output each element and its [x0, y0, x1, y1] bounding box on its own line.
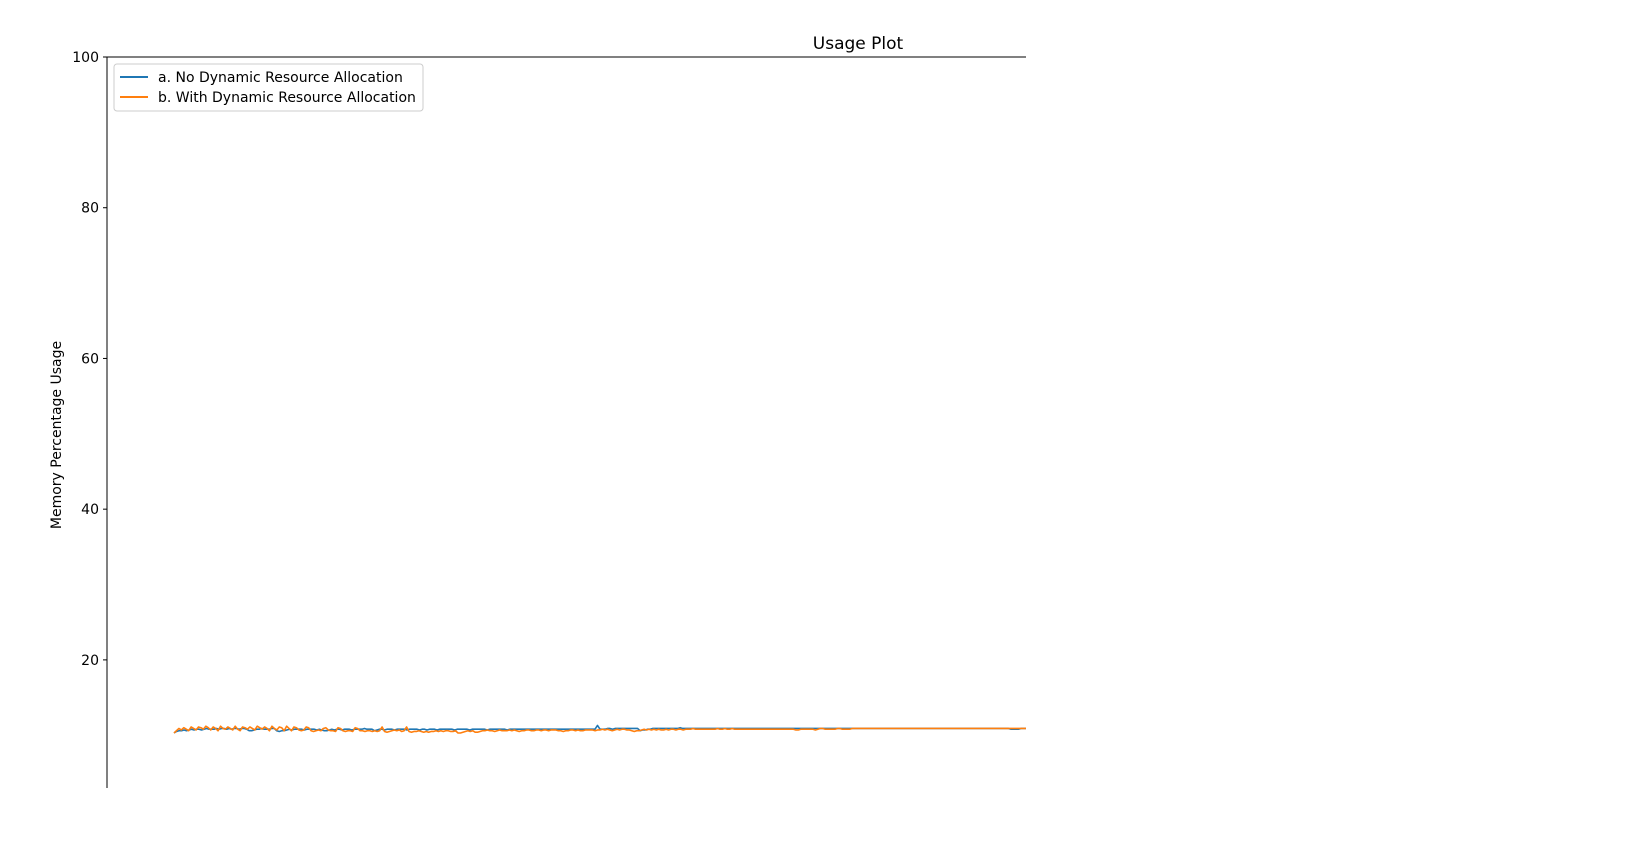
series-line-with-dynamic — [173, 725, 1026, 734]
y-tick-label: 80 — [81, 201, 99, 217]
plot-series — [173, 724, 1026, 734]
y-tick-label: 60 — [81, 351, 99, 367]
legend-label-b: b. With Dynamic Resource Allocation — [158, 90, 416, 106]
y-axis-ticks: 20 40 60 80 100 — [72, 50, 107, 669]
legend-label-a: a. No Dynamic Resource Allocation — [158, 70, 403, 86]
y-axis-label: Memory Percentage Usage — [49, 341, 65, 529]
y-tick-label: 40 — [81, 502, 99, 518]
legend: a. No Dynamic Resource Allocation b. Wit… — [113, 63, 424, 112]
legend-box — [113, 63, 424, 112]
chart-title: Usage Plot — [813, 34, 904, 54]
y-tick-label: 20 — [81, 653, 99, 669]
y-tick-label: 100 — [72, 50, 99, 66]
